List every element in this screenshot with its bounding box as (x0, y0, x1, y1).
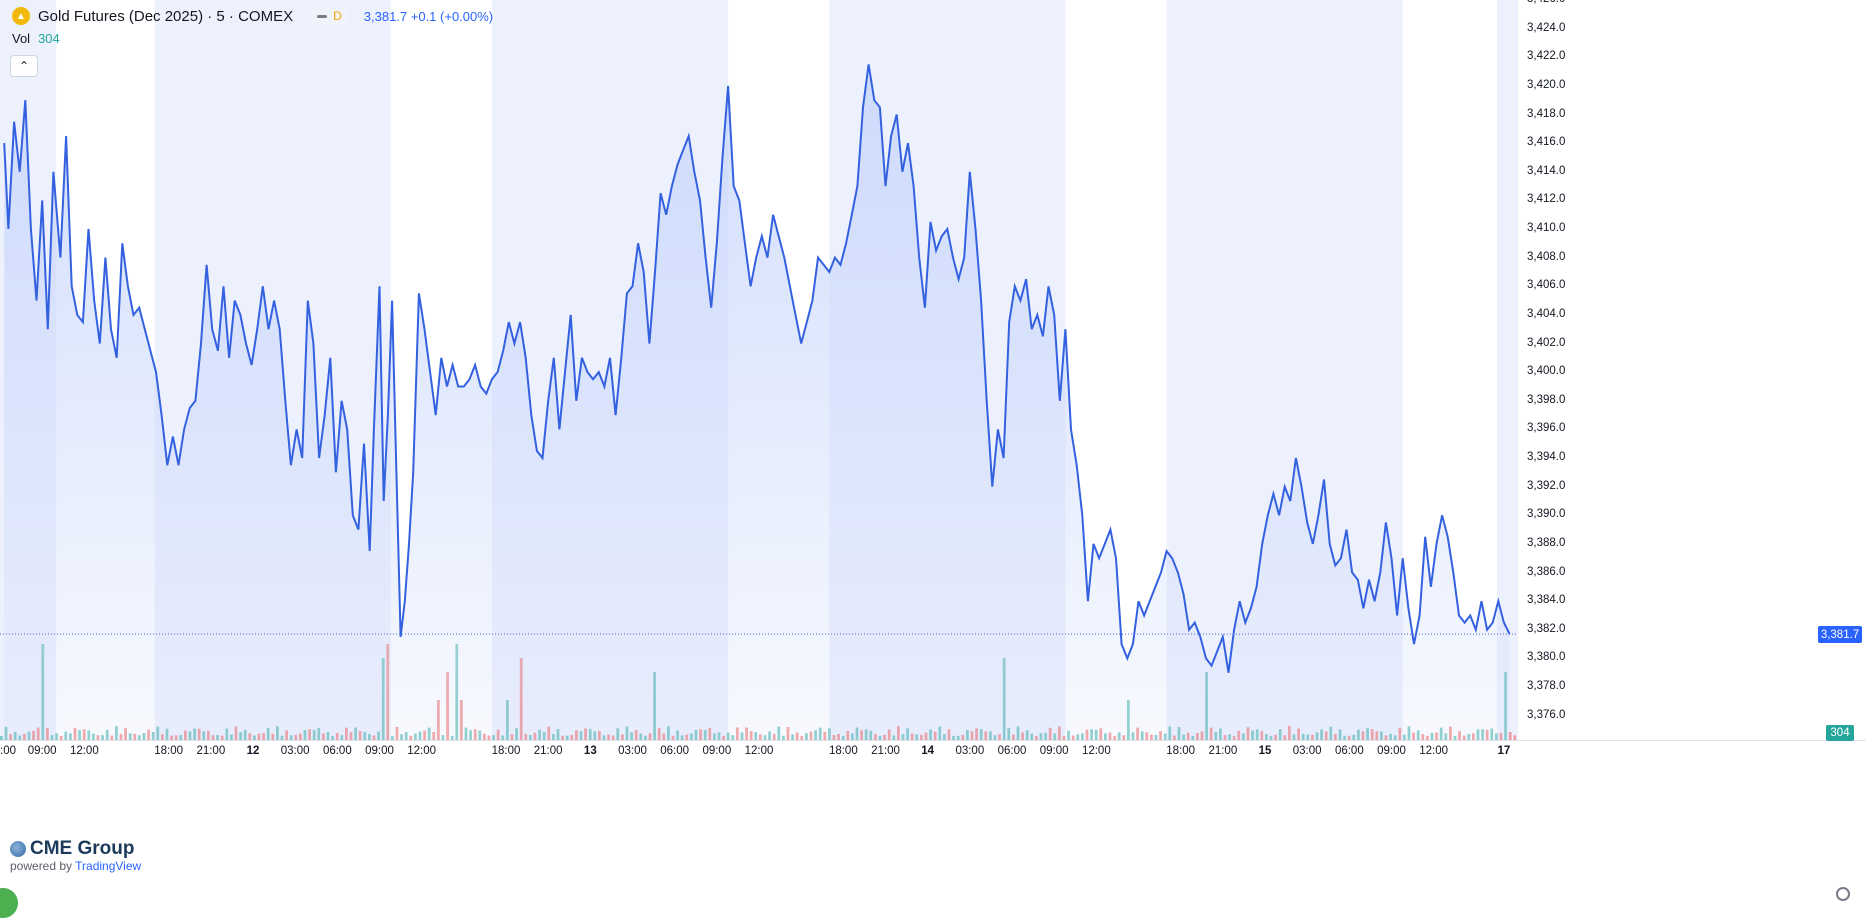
time-tick-label: 03:00 (1292, 745, 1322, 757)
price-tick-label: 3,400.0 (1527, 365, 1566, 378)
time-tick-label: 21:00 (871, 745, 900, 757)
price-tick-label: 3,396.0 (1527, 422, 1566, 435)
time-tick-label: 06:00 (997, 745, 1027, 757)
price-tick-label: 3,426.0 (1527, 0, 1565, 5)
symbol-title[interactable]: Gold Futures (Dec 2025) · 5 · COMEX (38, 7, 294, 25)
time-tick-label: 06:00 (1334, 745, 1364, 757)
price-tick-label: 3,402.0 (1527, 336, 1566, 349)
volume-value: 304 (38, 31, 60, 46)
time-tick-label: 06:00 (660, 745, 690, 757)
price-tick-label: 3,394.0 (1527, 451, 1566, 464)
time-tick-label: 18:00 (491, 745, 521, 757)
time-tick-label: 12:00 (1419, 745, 1449, 757)
time-tick-label: 09:00 (27, 745, 57, 757)
price-tick-label: 3,386.0 (1527, 565, 1566, 578)
price-tick-label: 3,398.0 (1527, 393, 1566, 406)
time-tick-label: 03:00 (618, 745, 647, 757)
dash-icon (317, 14, 328, 18)
price-change-readout: 3,381.7 +0.1 (+0.00%) (363, 8, 494, 24)
price-tick-label: 3,414.0 (1527, 164, 1566, 177)
time-tick-label: 13 (583, 745, 597, 757)
time-tick-label: 09:00 (1039, 745, 1069, 757)
time-tick-label: 21:00 (196, 745, 226, 757)
price-line (3, 64, 1511, 673)
price-tick-label: 3,416.0 (1527, 136, 1566, 149)
price-tick-label: 3,378.0 (1527, 680, 1566, 693)
price-tick-label: 3,406.0 (1527, 279, 1566, 292)
time-tick-label: 21:00 (1208, 745, 1238, 757)
symbol-legend: ▲ Gold Futures (Dec 2025) · 5 · COMEX D … (12, 6, 493, 26)
time-tick-label: 09:00 (1377, 745, 1406, 757)
gold-coin-icon: ▲ (12, 7, 30, 25)
powered-prefix: powered by (10, 859, 76, 873)
time-tick-label: 12:00 (744, 745, 774, 757)
powered-by[interactable]: powered by TradingView (10, 859, 141, 873)
market-status-badge[interactable]: D (309, 8, 350, 24)
time-tick-label: 12:00 (69, 745, 99, 757)
status-letter: D (333, 9, 342, 23)
price-tick-label: 3,424.0 (1527, 21, 1566, 34)
price-tick-label: 3,392.0 (1527, 479, 1566, 492)
time-tick-label: 18:00 (1166, 745, 1196, 757)
time-tick-label: 03:00 (280, 745, 310, 757)
tradingview-link[interactable]: TradingView (75, 859, 142, 873)
price-tick-label: 3,422.0 (1527, 50, 1566, 63)
time-tick-label: 09:00 (365, 745, 394, 757)
time-tick-label: 18:00 (154, 745, 184, 757)
price-tick-label: 3,384.0 (1527, 594, 1566, 607)
cme-logo-text: CME Group (30, 838, 135, 859)
price-tick-label: 3,404.0 (1527, 307, 1566, 320)
volume-bar (0, 736, 3, 740)
time-tick-label: 21:00 (533, 745, 563, 757)
time-tick-label: 06:00 (322, 745, 352, 757)
session-band (1496, 0, 1518, 740)
time-tick-label: 17 (1497, 745, 1511, 757)
cme-logo: CME Group (10, 838, 141, 860)
volume-label: Vol (12, 31, 31, 46)
volume-tag: 304 (1826, 725, 1854, 741)
globe-icon (10, 841, 26, 857)
time-tick-label: 09:00 (702, 745, 732, 757)
time-tick-label: 12:00 (407, 745, 437, 757)
time-tick-label: 12 (246, 745, 260, 757)
volume-bar (1513, 735, 1517, 740)
price-area (4, 64, 1510, 740)
price-tick-label: 3,390.0 (1527, 508, 1566, 521)
collapse-legend-button[interactable]: ⌃ (10, 55, 38, 77)
volume-legend: Vol 304 (12, 31, 60, 46)
price-tick-label: 3,408.0 (1527, 250, 1566, 263)
time-tick-label: 12:00 (1081, 745, 1111, 757)
time-tick-label: :00 (0, 745, 16, 757)
time-tick-label: 14 (921, 745, 935, 757)
axis-background (1518, 0, 1866, 916)
price-tick-label: 3,388.0 (1527, 536, 1566, 549)
price-tick-label: 3,380.0 (1527, 651, 1566, 664)
time-tick-label: 15 (1258, 745, 1272, 757)
price-tick-label: 3,420.0 (1527, 78, 1566, 91)
price-tick-label: 3,410.0 (1527, 222, 1566, 234)
price-tick-label: 3,376.0 (1527, 708, 1566, 721)
chevron-up-icon: ⌃ (18, 59, 30, 73)
last-price-tag: 3,381.7 (1818, 626, 1862, 644)
settings-icon[interactable] (1836, 887, 1850, 901)
price-tick-label: 3,412.0 (1527, 193, 1566, 206)
time-tick-label: 18:00 (828, 745, 858, 757)
volume-bar (1508, 732, 1512, 740)
price-tick-label: 3,382.0 (1527, 622, 1566, 635)
branding: CME Group powered by TradingView (10, 838, 141, 873)
price-tick-label: 3,418.0 (1527, 107, 1566, 120)
time-tick-label: 03:00 (955, 745, 985, 757)
